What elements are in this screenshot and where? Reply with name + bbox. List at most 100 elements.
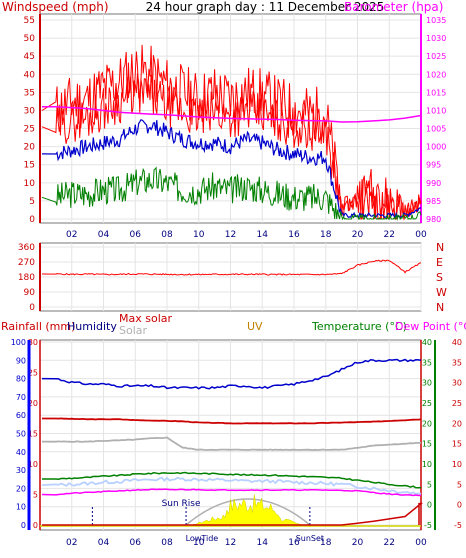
temperature-line bbox=[42, 471, 422, 489]
rain-y-tick-label: 30 bbox=[28, 338, 38, 347]
average-wind-line bbox=[41, 119, 422, 219]
direction-compass-label: N bbox=[436, 301, 444, 314]
wind-x-tick-label: 18 bbox=[320, 230, 332, 240]
low-tide-label: LowTide bbox=[186, 534, 219, 543]
weather-x-tick-label: 18 bbox=[320, 538, 332, 548]
dew-point-y-tick-label: 25 bbox=[452, 399, 462, 408]
temperature-band-line bbox=[41, 476, 422, 495]
humidity-y-tick-label: 50 bbox=[16, 430, 26, 439]
dew-point-y-tick-label: -5 bbox=[454, 521, 462, 530]
wind-y-tick-label: 25 bbox=[24, 125, 35, 135]
wind-x-tick-label: 14 bbox=[257, 230, 269, 240]
wind-y-tick-label: 35 bbox=[24, 88, 35, 98]
wind-y-tick-label: 30 bbox=[24, 106, 36, 116]
rain-y-tick-label: 10 bbox=[28, 460, 38, 469]
dew-point-legend: Dew Point (°C) bbox=[395, 320, 466, 333]
barometer-y-tick-label: 995 bbox=[426, 161, 441, 170]
humidity-y-tick-label: 30 bbox=[16, 466, 26, 475]
weather-x-tick-label: 10 bbox=[193, 538, 205, 548]
wind-y-tick-label: 50 bbox=[24, 34, 36, 44]
humidity-line bbox=[41, 358, 422, 390]
max-solar-line bbox=[42, 417, 422, 425]
max-solar-curve bbox=[185, 498, 311, 526]
temperature-y-tick-label: 10 bbox=[422, 460, 432, 469]
dew-point-y-tick-label: 40 bbox=[452, 338, 462, 347]
dew-point-line bbox=[41, 488, 422, 497]
weather-x-tick-label: 12 bbox=[225, 538, 236, 548]
solar-area bbox=[191, 494, 302, 526]
barometer-y-tick-label: 990 bbox=[426, 179, 441, 188]
dew-point-y-tick-label: 20 bbox=[452, 419, 462, 428]
wind-x-tick-label: 04 bbox=[98, 230, 110, 240]
barometer-y-tick-label: 985 bbox=[426, 197, 441, 206]
direction-y-tick-label: 360 bbox=[18, 243, 35, 253]
dew-point-y-tick-label: 30 bbox=[452, 379, 462, 388]
barometer-y-tick-label: 1020 bbox=[426, 70, 446, 79]
barometer-y-tick-label: 1035 bbox=[426, 16, 446, 25]
humidity-y-tick-label: 60 bbox=[16, 411, 26, 420]
humidity-y-tick-label: 40 bbox=[16, 448, 26, 457]
rainfall-line bbox=[42, 502, 424, 526]
max-solar-legend: Max solar bbox=[119, 312, 172, 325]
dew-point-y-tick-label: 35 bbox=[452, 358, 462, 367]
chart-date-title: 24 hour graph day : 11 December 2025 bbox=[146, 0, 385, 14]
wind-x-tick-label: 06 bbox=[130, 230, 142, 240]
sun-rise-label: Sun Rise bbox=[162, 499, 201, 509]
barometer-y-tick-label: 1000 bbox=[426, 143, 446, 152]
temperature-y-tick-label: 25 bbox=[422, 399, 432, 408]
wind-x-tick-label: 22 bbox=[384, 230, 395, 240]
rain-y-tick-label: 5 bbox=[33, 491, 38, 500]
weather-x-tick-label: 22 bbox=[384, 538, 395, 548]
weather-x-tick-label: 08 bbox=[161, 538, 173, 548]
direction-compass-label: E bbox=[436, 256, 443, 269]
wind-x-tick-label: 02 bbox=[66, 230, 77, 240]
rainfall-legend: Rainfall (mm) bbox=[1, 320, 75, 333]
weather-x-tick-label: 20 bbox=[352, 538, 364, 548]
direction-y-tick-label: 270 bbox=[18, 258, 35, 268]
weather-x-tick-label: 00 bbox=[415, 538, 427, 548]
dew-point-y-tick-label: 15 bbox=[452, 440, 462, 449]
temperature-y-tick-label: -5 bbox=[424, 521, 432, 530]
wind-y-tick-label: 20 bbox=[24, 143, 36, 153]
direction-compass-label: S bbox=[436, 271, 443, 284]
humidity-y-tick-label: 20 bbox=[16, 484, 26, 493]
direction-y-tick-label: 0 bbox=[29, 303, 35, 313]
dew-point-y-tick-label: 5 bbox=[457, 480, 462, 489]
barometer-title: Barometer (hpa) bbox=[344, 0, 443, 14]
weather-x-tick-label: 14 bbox=[257, 538, 269, 548]
wind-y-tick-label: 40 bbox=[24, 70, 36, 80]
temperature-y-tick-label: 35 bbox=[422, 358, 432, 367]
rain-y-tick-label: 25 bbox=[28, 369, 38, 378]
humidity-y-tick-label: 10 bbox=[16, 503, 26, 512]
weather-x-tick-label: 06 bbox=[130, 538, 142, 548]
barometer-line bbox=[42, 106, 422, 123]
wind-title: Windspeed (mph) bbox=[2, 0, 109, 14]
chart-marks: 0202040406060808101012121414161618182020… bbox=[11, 14, 462, 548]
humidity-y-tick-label: 0 bbox=[21, 521, 26, 530]
rain-y-tick-label: 15 bbox=[28, 430, 38, 439]
barometer-y-tick-label: 1005 bbox=[426, 125, 446, 134]
dew-point-y-tick-label: 10 bbox=[452, 460, 462, 469]
wind-y-tick-label: 45 bbox=[24, 52, 35, 62]
barometer-y-tick-label: 1015 bbox=[426, 88, 446, 97]
weather-x-tick-label: 16 bbox=[288, 538, 300, 548]
wind-x-tick-label: 12 bbox=[225, 230, 236, 240]
temperature-y-tick-label: 15 bbox=[422, 440, 432, 449]
wind-direction-line bbox=[41, 259, 422, 276]
humidity-y-tick-label: 70 bbox=[16, 393, 26, 402]
rain-y-tick-label: 0 bbox=[33, 521, 38, 530]
humidity-legend: Humidity bbox=[67, 320, 117, 333]
uv-legend: UV bbox=[247, 320, 263, 333]
wind-x-tick-label: 00 bbox=[415, 230, 427, 240]
solar-legend: Solar bbox=[119, 324, 148, 337]
humidity-y-tick-label: 90 bbox=[16, 356, 26, 365]
temperature-y-tick-label: 0 bbox=[427, 501, 432, 510]
temperature-legend: Temperature (°C) bbox=[311, 320, 407, 333]
barometer-y-tick-label: 1025 bbox=[426, 52, 446, 61]
humidity-y-tick-label: 100 bbox=[11, 338, 26, 347]
weather-x-tick-label: 04 bbox=[98, 538, 110, 548]
wind-y-tick-label: 15 bbox=[24, 161, 35, 171]
temperature-y-tick-label: 30 bbox=[422, 379, 432, 388]
direction-y-tick-label: 90 bbox=[24, 288, 36, 298]
